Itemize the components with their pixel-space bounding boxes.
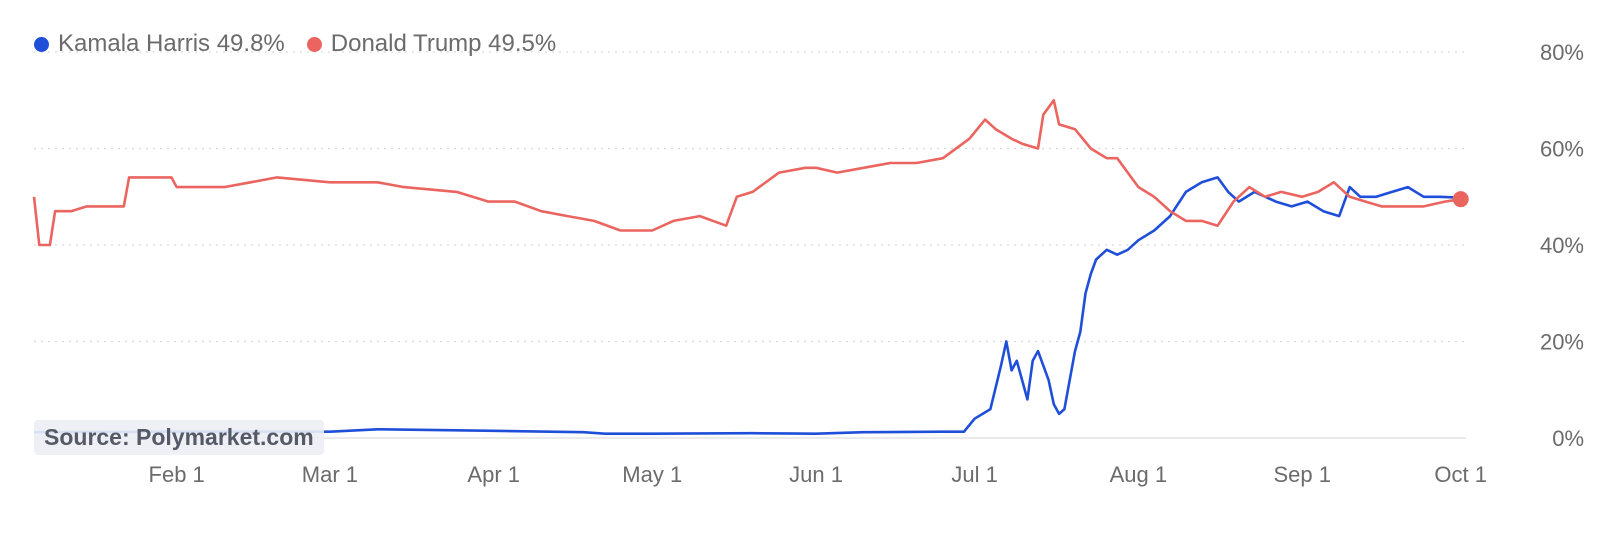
series-line-trump xyxy=(32,99,1461,247)
x-tick-label: May 1 xyxy=(622,462,682,487)
x-tick-label: Feb 1 xyxy=(149,462,205,487)
legend: Kamala Harris 49.8% Donald Trump 49.5% xyxy=(34,30,556,58)
series-lines xyxy=(32,99,1461,436)
x-axis-ticks: Feb 1 Mar 1 Apr 1 May 1 Jun 1 Jul 1 Aug 1 Sep 1… xyxy=(149,462,1487,487)
legend-label-harris: Kamala Harris 49.8% xyxy=(58,30,285,57)
gridlines xyxy=(34,51,1466,439)
y-tick-label: 60% xyxy=(1540,137,1584,162)
x-tick-label: Jun 1 xyxy=(789,462,843,487)
x-tick-label: Sep 1 xyxy=(1273,462,1331,487)
y-tick-label: 20% xyxy=(1540,330,1584,355)
y-tick-label: 40% xyxy=(1540,233,1584,258)
end-marker-trump xyxy=(1452,191,1469,208)
y-tick-label: 80% xyxy=(1540,40,1584,65)
x-tick-label: Apr 1 xyxy=(467,462,520,487)
x-tick-label: Mar 1 xyxy=(302,462,358,487)
end-markers xyxy=(1452,191,1469,208)
source-label: Source: Polymarket.com xyxy=(34,420,324,455)
x-tick-label: Aug 1 xyxy=(1110,462,1168,487)
x-tick-label: Oct 1 xyxy=(1434,462,1487,487)
y-tick-label: 0% xyxy=(1552,426,1584,451)
legend-dot-trump xyxy=(306,36,322,52)
series-line-harris xyxy=(33,176,1461,436)
legend-item-trump[interactable]: Donald Trump 49.5% xyxy=(306,30,557,58)
x-tick-label: Jul 1 xyxy=(951,462,997,487)
legend-dot-harris xyxy=(34,36,49,52)
y-axis-ticks: 0% 20% 40% 60% 80% xyxy=(1540,40,1584,451)
legend-item-harris[interactable]: Kamala Harris 49.8% xyxy=(34,30,285,58)
legend-label-trump: Donald Trump 49.5% xyxy=(330,30,557,57)
